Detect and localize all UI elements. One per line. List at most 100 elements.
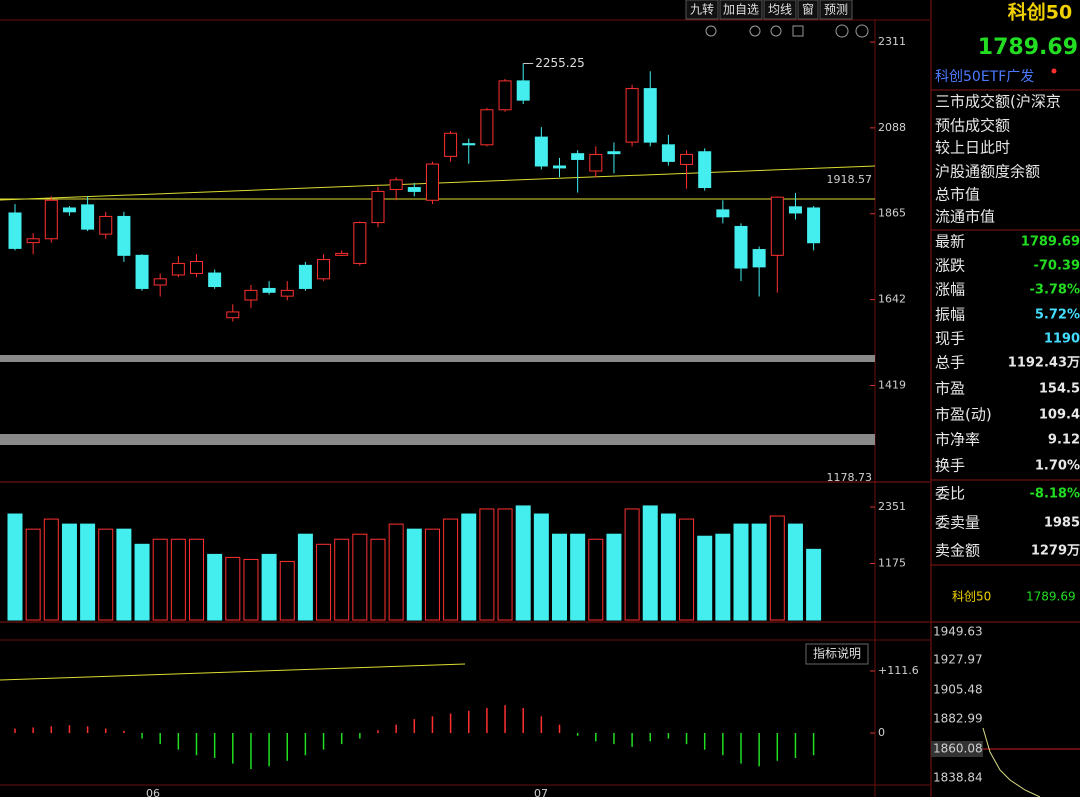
candle-body bbox=[589, 153, 603, 172]
candle-body bbox=[280, 289, 294, 297]
candle-body bbox=[262, 287, 276, 293]
volume-bar bbox=[642, 505, 658, 621]
indicator-help-frame[interactable] bbox=[805, 643, 869, 665]
mini-tick: 1882.99 bbox=[933, 712, 983, 726]
candle-body bbox=[607, 151, 621, 155]
quote-label: 市净率 bbox=[935, 431, 980, 449]
candle-body bbox=[807, 207, 821, 244]
line-label: 1918.57 bbox=[827, 173, 873, 186]
candle-body bbox=[553, 165, 566, 169]
candle-body bbox=[571, 153, 585, 160]
y-tick-label: 2088 bbox=[878, 121, 906, 134]
quote-label: 涨跌 bbox=[935, 257, 965, 275]
quote-value: 9.12 bbox=[1048, 433, 1080, 448]
volume-bar bbox=[479, 508, 495, 621]
volume-bar bbox=[660, 513, 676, 621]
quote-label: 流通市值 bbox=[935, 208, 995, 226]
quote-value: 1192.43万 bbox=[1008, 356, 1080, 371]
etf-link[interactable]: 科创50ETF广发 bbox=[935, 69, 1034, 85]
y-tick-label: 1419 bbox=[878, 378, 906, 391]
volume-bar bbox=[152, 538, 168, 621]
candle-body bbox=[788, 206, 802, 214]
candle-body bbox=[698, 151, 712, 189]
candle-body bbox=[407, 187, 421, 192]
candle-body bbox=[389, 179, 403, 190]
candle-body bbox=[734, 225, 748, 269]
volume-bar bbox=[316, 543, 332, 621]
mini-tick: 1860.08 bbox=[933, 742, 983, 756]
toolbar-label[interactable]: 加自选 bbox=[723, 3, 759, 17]
candle-body bbox=[462, 143, 476, 146]
volume-bar bbox=[225, 556, 241, 621]
quote-value: 1789.69 bbox=[1021, 235, 1080, 250]
toolbar-button[interactable] bbox=[685, 0, 719, 20]
volume-bar bbox=[588, 538, 604, 621]
quote-value: 1985 bbox=[1044, 516, 1080, 531]
toolbar-label[interactable]: 九转 bbox=[690, 2, 714, 17]
y-tick-label: 1175 bbox=[878, 557, 906, 570]
candle-body bbox=[26, 238, 40, 244]
volume-bar bbox=[443, 518, 459, 621]
toolbar-button[interactable] bbox=[763, 0, 797, 20]
index-price: 1789.69 bbox=[978, 35, 1078, 60]
candle-body bbox=[716, 209, 730, 218]
volume-bar bbox=[715, 533, 731, 621]
quote-label: 三市成交额(沪深京 bbox=[935, 93, 1061, 111]
volume-bar bbox=[697, 535, 713, 621]
quote-value: 109.4 bbox=[1039, 408, 1080, 423]
candle-body bbox=[208, 272, 222, 288]
volume-bar bbox=[570, 533, 586, 621]
quote-label: 沪股通额度余额 bbox=[935, 163, 1040, 181]
volume-bar bbox=[388, 523, 404, 621]
quote-value: 1.70% bbox=[1035, 459, 1080, 474]
candle-body bbox=[153, 278, 167, 286]
mini-price: 1789.69 bbox=[1026, 590, 1076, 604]
candle-body bbox=[8, 212, 22, 249]
candle-body bbox=[317, 259, 331, 280]
volume-bar bbox=[406, 528, 422, 621]
volume-bar bbox=[25, 528, 41, 621]
volume-bar bbox=[170, 538, 186, 621]
mini-tick: 1927.97 bbox=[933, 653, 983, 667]
quote-label: 较上日此时 bbox=[935, 139, 1010, 157]
quote-label: 振幅 bbox=[935, 306, 965, 324]
candle-body bbox=[62, 207, 76, 213]
volume-bar bbox=[61, 523, 77, 621]
volume-bar bbox=[43, 518, 59, 621]
quote-label: 市盈 bbox=[935, 380, 965, 398]
toolbar-button[interactable] bbox=[719, 0, 763, 20]
candle-body bbox=[625, 88, 639, 143]
candle-body bbox=[425, 163, 439, 201]
mini-tick: 1838.84 bbox=[933, 771, 983, 785]
candle-body bbox=[516, 80, 530, 101]
volume-bar bbox=[624, 508, 640, 621]
quote-label: 卖金额 bbox=[935, 542, 980, 560]
toolbar-label[interactable]: 预测 bbox=[824, 3, 848, 17]
quote-label: 涨幅 bbox=[935, 281, 965, 299]
candle-body bbox=[498, 80, 512, 111]
candle-body bbox=[752, 249, 766, 268]
toolbar-label[interactable]: 均线 bbox=[768, 3, 792, 17]
volume-bar bbox=[207, 553, 223, 621]
candle-body bbox=[353, 222, 367, 264]
y-tick-label: +111.6 bbox=[878, 664, 919, 677]
toolbar-label[interactable]: 窗 bbox=[802, 3, 814, 17]
y-tick-label: 2351 bbox=[878, 500, 906, 513]
candle-body bbox=[770, 196, 784, 256]
mini-name: 科创50 bbox=[952, 590, 991, 604]
candle-body bbox=[135, 254, 149, 289]
quote-label: 最新 bbox=[935, 233, 965, 251]
volume-bar bbox=[461, 513, 477, 621]
indicator-help[interactable]: 指标说明 bbox=[813, 646, 861, 661]
volume-bar bbox=[497, 508, 513, 621]
candle-body bbox=[99, 215, 113, 235]
x-label: 06 bbox=[146, 787, 160, 797]
toolbar-button[interactable] bbox=[819, 0, 853, 20]
y-tick-label: 1865 bbox=[878, 207, 906, 220]
quote-label: 现手 bbox=[935, 330, 965, 348]
volume-bar bbox=[189, 538, 204, 621]
toolbar-button[interactable] bbox=[797, 0, 819, 20]
y-tick-label: 2311 bbox=[878, 35, 906, 48]
candle-body bbox=[480, 109, 494, 146]
